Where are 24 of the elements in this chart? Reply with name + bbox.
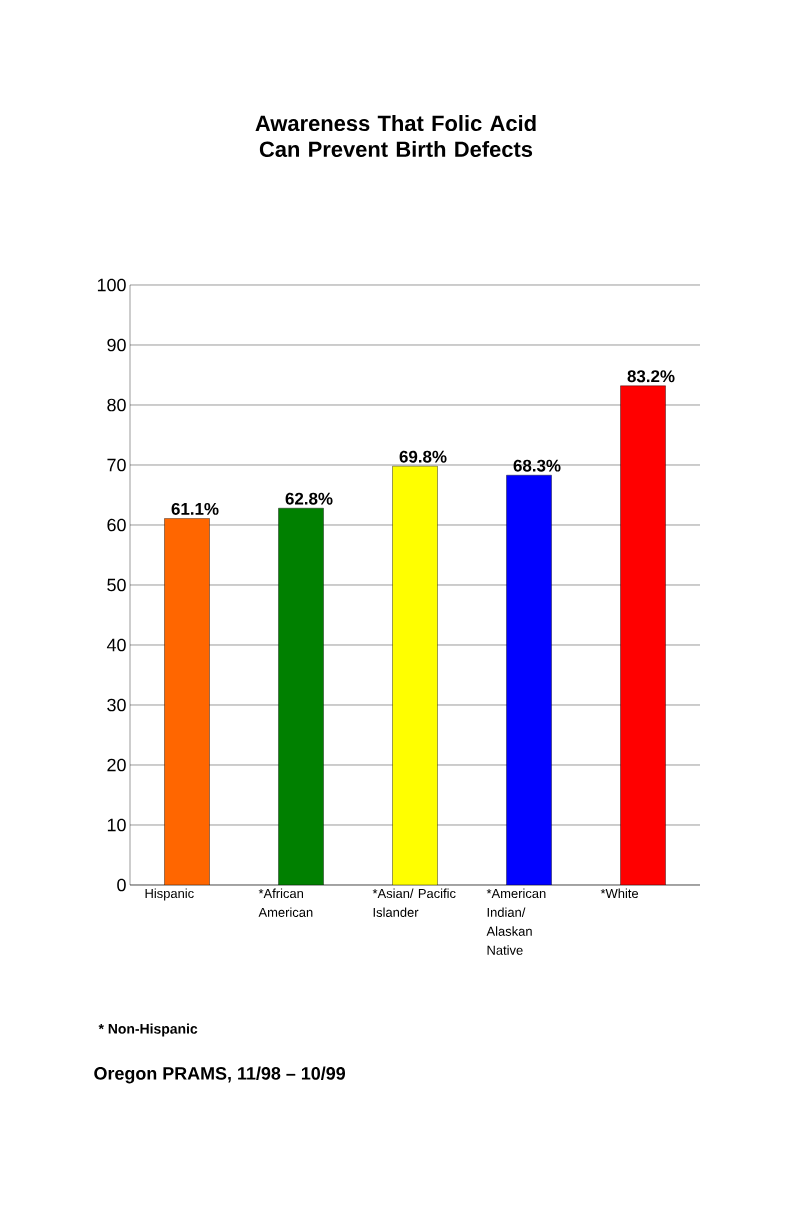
x-tick-label: Hispanic [145, 888, 194, 901]
text: Oregon PRAMS, 11/98 – 10/99 [94, 1066, 346, 1084]
y-tick-label: 80 [107, 398, 126, 412]
y-tick-label: 50 [107, 578, 126, 592]
x-tick-label: *Asian/ Pacific Islander [372, 888, 456, 917]
x-tick-label: *American Indian/ Alaskan Native [486, 888, 546, 955]
y-tick-label: 70 [107, 458, 126, 472]
y-tick-label: 100 [97, 278, 126, 292]
text: * Non-Hispanic [98, 1023, 198, 1037]
y-tick-label: 10 [107, 818, 126, 832]
x-tick-label: *African American [258, 888, 313, 917]
y-tick-label: 90 [107, 338, 126, 352]
chart-title: Awareness That Folic Acid Can Prevent Birth Defects [255, 114, 536, 157]
y-tick-label: 60 [107, 518, 126, 532]
data-label: 61.1% [171, 502, 219, 515]
y-tick-label: 20 [107, 758, 126, 772]
data-label: 68.3% [513, 459, 561, 472]
y-tick-label: 40 [106, 638, 126, 652]
y-tick-label: 30 [107, 698, 126, 712]
data-label: 69.8% [399, 450, 447, 463]
y-tick-label: 0 [117, 878, 126, 892]
x-tick-label: *White [600, 888, 639, 899]
data-label: 62.8% [285, 492, 333, 505]
data-label: 83.2% [627, 370, 675, 383]
